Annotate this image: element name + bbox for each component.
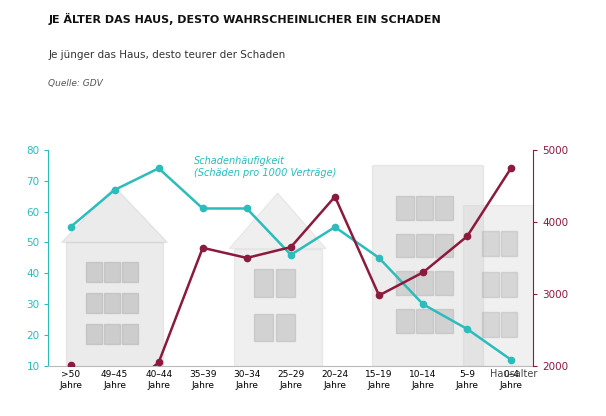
Bar (435, 196, 453, 220)
Text: JE ÄLTER DAS HAUS, DESTO WAHRSCHEINLICHER EIN SCHADEN: JE ÄLTER DAS HAUS, DESTO WAHRSCHEINLICHE… (48, 12, 441, 25)
Bar (501, 272, 518, 297)
Text: Quelle: GDV: Quelle: GDV (48, 79, 103, 88)
Bar (255, 270, 273, 297)
Bar (416, 309, 433, 332)
Bar (396, 309, 414, 332)
Polygon shape (229, 193, 326, 249)
Bar (122, 324, 138, 344)
Bar (66, 243, 163, 366)
Bar (87, 293, 102, 312)
Bar (233, 249, 322, 366)
Polygon shape (62, 187, 167, 243)
Bar (396, 234, 414, 257)
Text: Schadenhäufigkeit
(Schäden pro 1000 Verträge): Schadenhäufigkeit (Schäden pro 1000 Vert… (194, 156, 336, 178)
Bar (104, 324, 120, 344)
Bar (87, 262, 102, 282)
Bar (482, 231, 499, 256)
Bar (482, 312, 499, 337)
Bar (435, 271, 453, 295)
Bar (416, 234, 433, 257)
Bar (276, 314, 295, 341)
Bar (104, 293, 120, 312)
Bar (435, 234, 453, 257)
Bar (255, 314, 273, 341)
Bar (87, 324, 102, 344)
Text: Je jünger das Haus, desto teurer der Schaden: Je jünger das Haus, desto teurer der Sch… (48, 50, 286, 60)
Bar (416, 196, 433, 220)
Bar (416, 271, 433, 295)
Bar (276, 270, 295, 297)
Bar (482, 272, 499, 297)
Bar (463, 206, 542, 366)
Bar (396, 271, 414, 295)
Bar (396, 196, 414, 220)
Bar (373, 165, 482, 366)
Bar (122, 262, 138, 282)
Bar (122, 293, 138, 312)
Bar (501, 231, 518, 256)
Bar (104, 262, 120, 282)
Bar (435, 309, 453, 332)
Bar (501, 312, 518, 337)
Text: Hausalter: Hausalter (490, 369, 538, 379)
